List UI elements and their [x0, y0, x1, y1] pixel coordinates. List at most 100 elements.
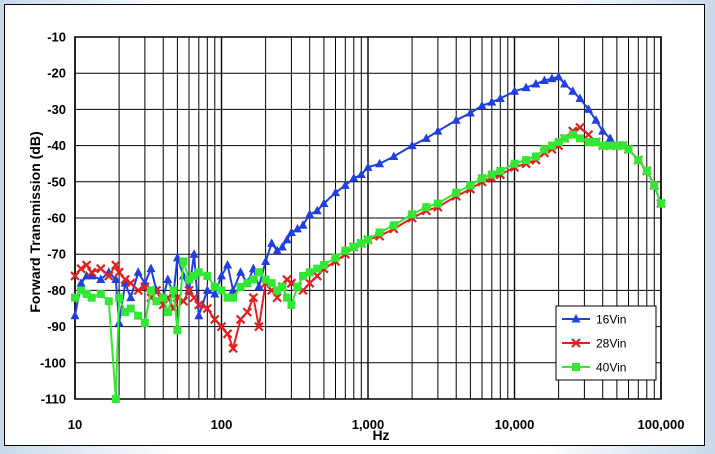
data-point — [287, 300, 296, 309]
data-point — [487, 97, 497, 106]
legend-marker — [571, 314, 581, 323]
data-point — [575, 93, 585, 103]
data-point — [554, 137, 563, 146]
data-point — [568, 130, 577, 139]
data-point — [115, 293, 124, 302]
data-point — [283, 293, 292, 302]
legend-marker — [572, 363, 580, 371]
data-point — [152, 297, 161, 306]
data-point — [134, 311, 143, 320]
data-point — [451, 115, 461, 124]
data-point — [254, 268, 263, 277]
data-point — [190, 271, 199, 280]
data-point — [650, 181, 659, 190]
legend-marker — [571, 338, 581, 348]
data-point — [194, 268, 203, 277]
data-point — [305, 268, 314, 277]
data-point — [598, 126, 608, 135]
y-tick-label: -20 — [47, 66, 66, 81]
data-point — [189, 249, 199, 258]
data-point — [576, 134, 585, 143]
data-point — [248, 292, 259, 303]
data-point — [433, 126, 443, 135]
data-point — [539, 75, 549, 84]
data-point — [228, 343, 238, 354]
data-point — [341, 246, 350, 255]
data-point — [584, 137, 593, 146]
data-point — [103, 271, 114, 281]
data-point — [210, 282, 219, 291]
y-tick-label: -10 — [47, 30, 66, 45]
data-point — [612, 141, 621, 150]
data-point — [495, 93, 505, 103]
data-point — [340, 180, 350, 189]
data-point — [267, 238, 277, 247]
data-point — [242, 307, 253, 317]
data-point — [202, 285, 212, 294]
data-point — [76, 263, 86, 274]
x-tick-label: 100,000 — [638, 417, 685, 432]
data-point — [277, 241, 287, 251]
data-point — [133, 285, 143, 296]
data-point — [163, 308, 172, 317]
data-point — [584, 104, 594, 113]
data-point — [70, 310, 80, 320]
data-point — [293, 282, 302, 291]
data-point — [87, 293, 96, 302]
y-tick-label: -30 — [47, 102, 66, 117]
data-point — [81, 260, 92, 270]
data-point — [96, 274, 106, 284]
x-tick-label: 10 — [68, 417, 82, 432]
data-point — [496, 166, 505, 175]
data-point — [305, 209, 315, 218]
data-point — [249, 275, 258, 284]
data-point — [243, 279, 252, 288]
data-point — [540, 145, 549, 154]
data-point — [184, 285, 194, 296]
data-point — [606, 141, 615, 150]
data-point — [184, 275, 193, 284]
data-point — [169, 286, 178, 295]
data-point — [363, 162, 373, 171]
data-point — [330, 187, 340, 197]
data-point — [146, 286, 155, 295]
data-point — [96, 290, 105, 299]
data-point — [349, 173, 359, 182]
data-point — [466, 181, 475, 190]
data-point — [111, 274, 121, 284]
data-point — [223, 293, 232, 302]
data-point — [421, 133, 431, 142]
data-point — [522, 156, 531, 165]
data-point — [477, 174, 486, 183]
data-point — [349, 242, 358, 251]
y-axis-title: Forward Transmission (dB) — [27, 131, 43, 312]
legend-label: 40Vin — [596, 361, 626, 375]
data-point — [452, 188, 461, 197]
data-point — [87, 270, 97, 280]
data-point — [203, 271, 212, 280]
data-point — [642, 166, 651, 175]
data-point — [583, 129, 594, 140]
y-tick-label: -80 — [47, 283, 66, 298]
data-point — [286, 227, 296, 236]
y-tick-label: -100 — [40, 355, 66, 370]
data-point — [210, 314, 220, 325]
data-point — [273, 286, 282, 295]
data-point — [146, 263, 156, 273]
data-point — [272, 245, 282, 255]
data-point — [235, 314, 246, 325]
data-point — [254, 321, 264, 332]
data-point — [433, 199, 442, 208]
data-point — [605, 133, 615, 142]
data-point — [422, 203, 431, 212]
data-point — [272, 292, 282, 303]
data-point — [568, 86, 578, 95]
data-point — [120, 274, 130, 285]
data-point — [210, 289, 220, 298]
data-point — [125, 278, 136, 288]
data-point — [282, 234, 292, 244]
data-point — [111, 260, 121, 270]
data-point — [71, 293, 79, 302]
data-point — [228, 285, 238, 294]
